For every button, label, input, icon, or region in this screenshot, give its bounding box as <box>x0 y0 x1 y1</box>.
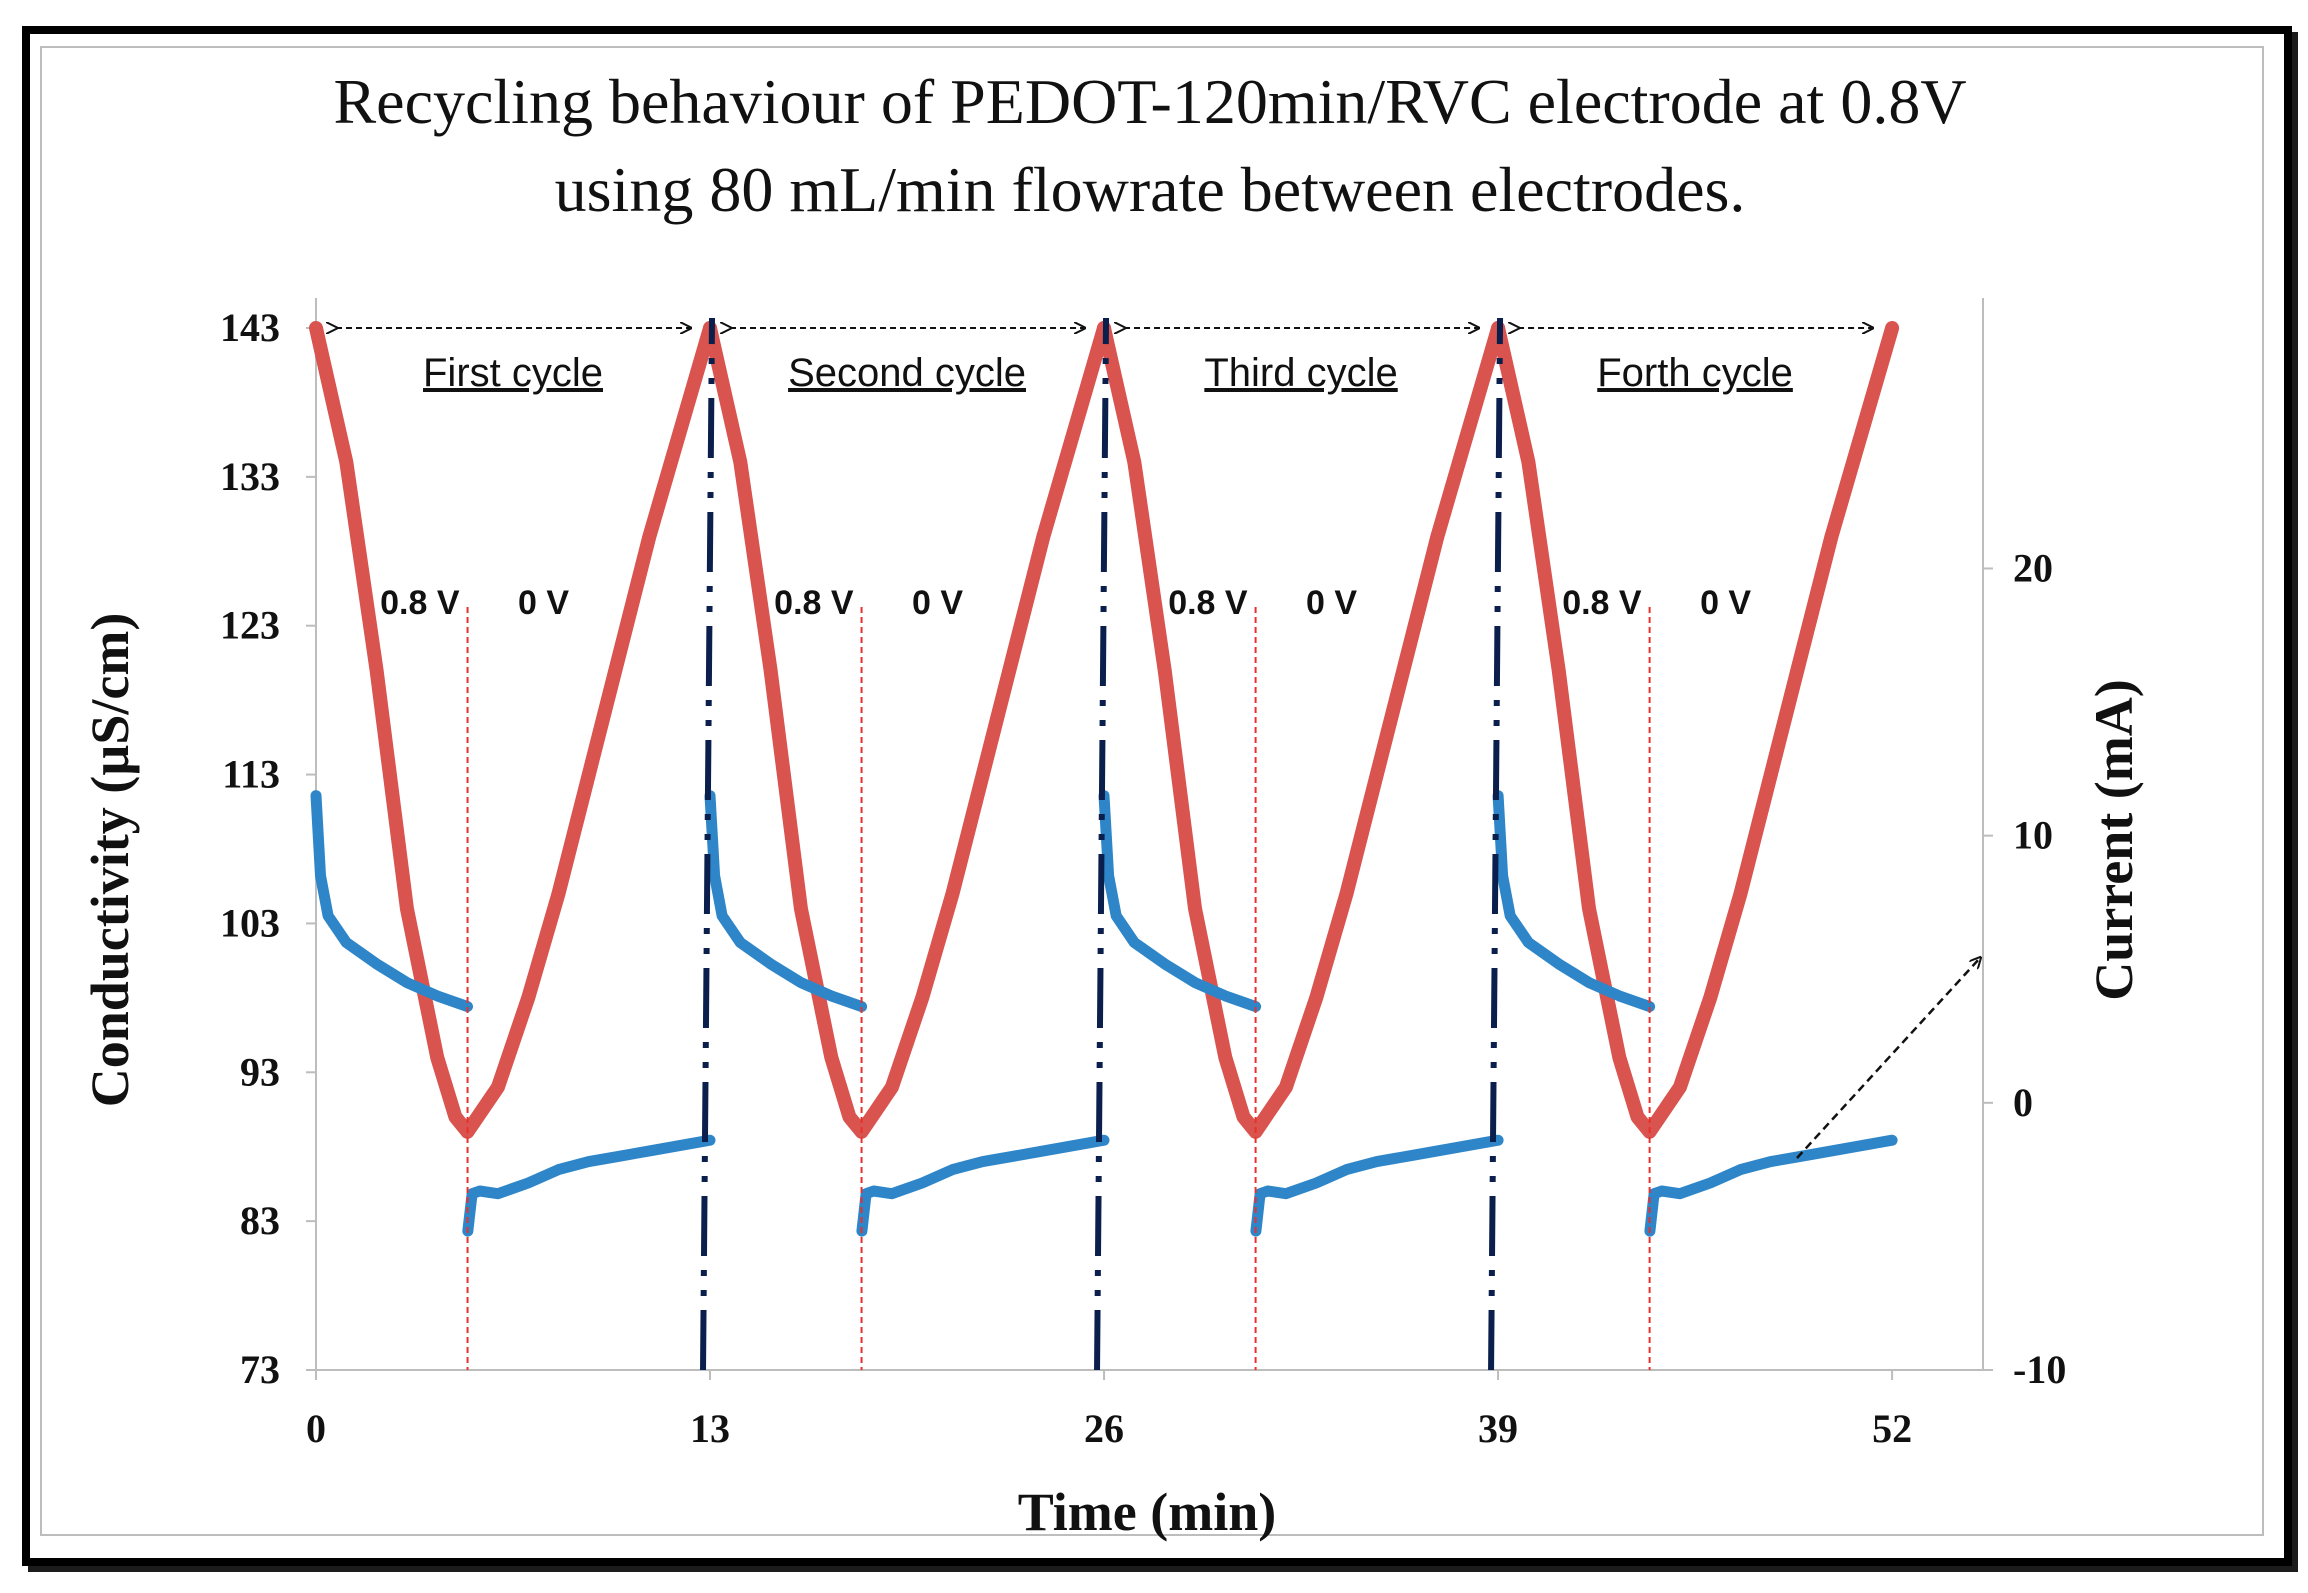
voltage-label-on: 0.8 V <box>380 584 460 622</box>
cycle-label: Forth cycle <box>1597 351 1793 395</box>
y-tick-label: 93 <box>240 1049 280 1094</box>
series-group <box>309 321 1900 1237</box>
cycle-label: First cycle <box>423 351 603 395</box>
voltage-label-off: 0 V <box>1700 584 1751 622</box>
y2-tick-label: -10 <box>2013 1347 2066 1392</box>
voltage-label-off: 0 V <box>912 584 963 622</box>
voltage-label-off: 0 V <box>1306 584 1357 622</box>
y-tick-label: 83 <box>240 1198 280 1243</box>
y-tick-label: 113 <box>222 752 280 797</box>
current-line <box>1250 1134 1504 1237</box>
y-tick-label: 123 <box>220 603 280 648</box>
conductivity-line <box>703 321 1111 1139</box>
current-axis-arrow <box>1796 958 1980 1159</box>
y2-tick-label: 20 <box>2013 545 2053 590</box>
current-line <box>856 1134 1110 1237</box>
chart-title-line-2: using 80 mL/min flowrate between electro… <box>554 154 1746 225</box>
x-tick-label: 39 <box>1478 1406 1518 1451</box>
conductivity-line <box>1097 321 1506 1139</box>
y-tick-label: 143 <box>220 305 280 350</box>
current-line <box>1098 790 1262 1013</box>
y-tick-label: 133 <box>220 454 280 499</box>
current-line <box>310 790 473 1013</box>
cycle-boundary-line <box>1488 317 1504 1371</box>
x-axis-title: Time (min) <box>1018 1482 1276 1542</box>
chart-border <box>40 46 2264 1536</box>
annotations-group: First cycle Second cycle Third cycle Forth … <box>336 317 1980 1371</box>
y-tick-label: 73 <box>240 1347 280 1392</box>
x-tick-label: 26 <box>1084 1406 1124 1451</box>
x-tick-label: 52 <box>1872 1406 1912 1451</box>
cycle-label: Second cycle <box>788 351 1026 395</box>
y2-axis-title: Current (mA) <box>2084 679 2144 1000</box>
cycle-boundary-line <box>700 317 716 1371</box>
voltage-label-off: 0 V <box>518 584 569 622</box>
voltage-label-on: 0.8 V <box>1562 584 1642 622</box>
current-line <box>1492 790 1656 1013</box>
x-tick-label: 13 <box>690 1406 730 1451</box>
y-axis-title: Conductivity (µS/cm) <box>80 613 140 1108</box>
axes-group: 73 83 93 103 113 123 133 143 -10 0 10 20 0 13 26 39 52 <box>220 298 2066 1451</box>
cycle-boundary-line <box>1094 317 1110 1371</box>
current-line <box>704 790 868 1013</box>
voltage-label-on: 0.8 V <box>774 584 854 622</box>
chart-title: Recycling behaviour of PEDOT-120min/RVC … <box>200 58 2100 234</box>
voltage-label-on: 0.8 V <box>1168 584 1248 622</box>
x-tick-label: 0 <box>306 1406 326 1451</box>
figure-frame <box>22 26 2292 1566</box>
y-tick-label: 103 <box>220 900 280 945</box>
conductivity-line <box>309 321 717 1139</box>
conductivity-line <box>1491 321 1900 1139</box>
y2-tick-label: 10 <box>2013 813 2053 858</box>
cycle-label: Third cycle <box>1204 351 1397 395</box>
current-line <box>462 1134 716 1237</box>
y2-tick-label: 0 <box>2013 1080 2033 1125</box>
chart-title-line-1: Recycling behaviour of PEDOT-120min/RVC … <box>333 66 1967 137</box>
current-line <box>1644 1134 1898 1237</box>
